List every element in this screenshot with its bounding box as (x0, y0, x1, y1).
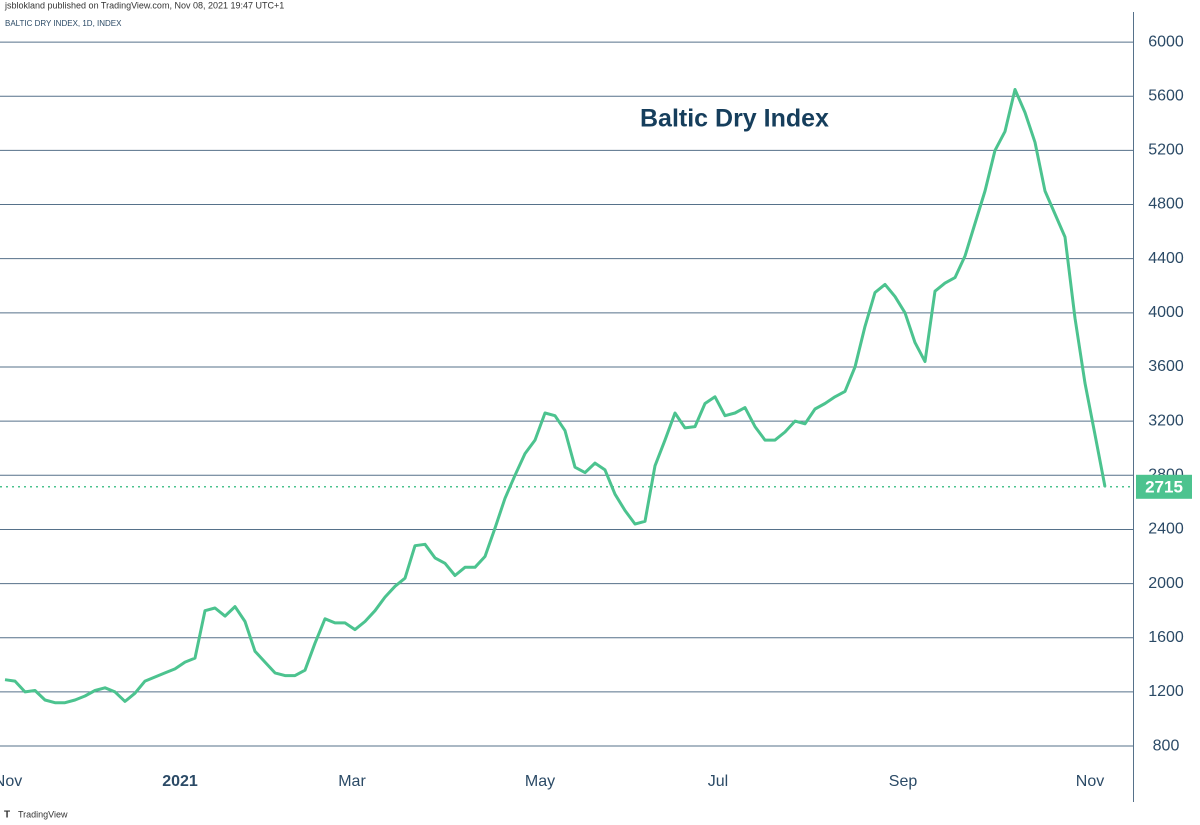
x-tick-label: Nov (1076, 773, 1104, 790)
y-tick-label: 1600 (1148, 629, 1184, 646)
y-tick-label: 4000 (1148, 304, 1184, 321)
y-tick-label: 6000 (1148, 33, 1184, 50)
x-tick-label: Mar (338, 773, 366, 790)
y-tick-label: 5600 (1148, 87, 1184, 104)
footer-logo: T TradingView (4, 809, 68, 820)
x-tick-label: Nov (0, 773, 22, 790)
last-price-label: 2715 (1145, 477, 1183, 496)
y-tick-label: 2000 (1148, 575, 1184, 592)
x-tick-label: Sep (889, 773, 918, 790)
y-tick-label: 4800 (1148, 196, 1184, 213)
y-tick-label: 800 (1153, 737, 1180, 754)
last-price-box (1136, 474, 1192, 499)
y-tick-label: 3600 (1148, 358, 1184, 375)
chart-title: Baltic Dry Index (640, 105, 829, 133)
x-tick-label: May (525, 773, 555, 790)
y-tick-label: 3200 (1148, 412, 1184, 429)
x-tick-label: 2021 (162, 773, 198, 790)
logo-mark: T (4, 810, 10, 821)
x-tick-label: Jul (708, 773, 728, 790)
y-tick-label: 1200 (1148, 683, 1184, 700)
price-line (4, 88, 1107, 705)
brand: TradingView (18, 809, 68, 819)
symbol-label: BALTIC DRY INDEX, 1D, INDEX (5, 19, 122, 28)
publish-note: jsblokland published on TradingView.com,… (4, 0, 284, 10)
y-tick-label: 4400 (1148, 250, 1184, 267)
y-tick-label: 2400 (1148, 521, 1184, 538)
y-tick-label: 5200 (1148, 142, 1184, 159)
